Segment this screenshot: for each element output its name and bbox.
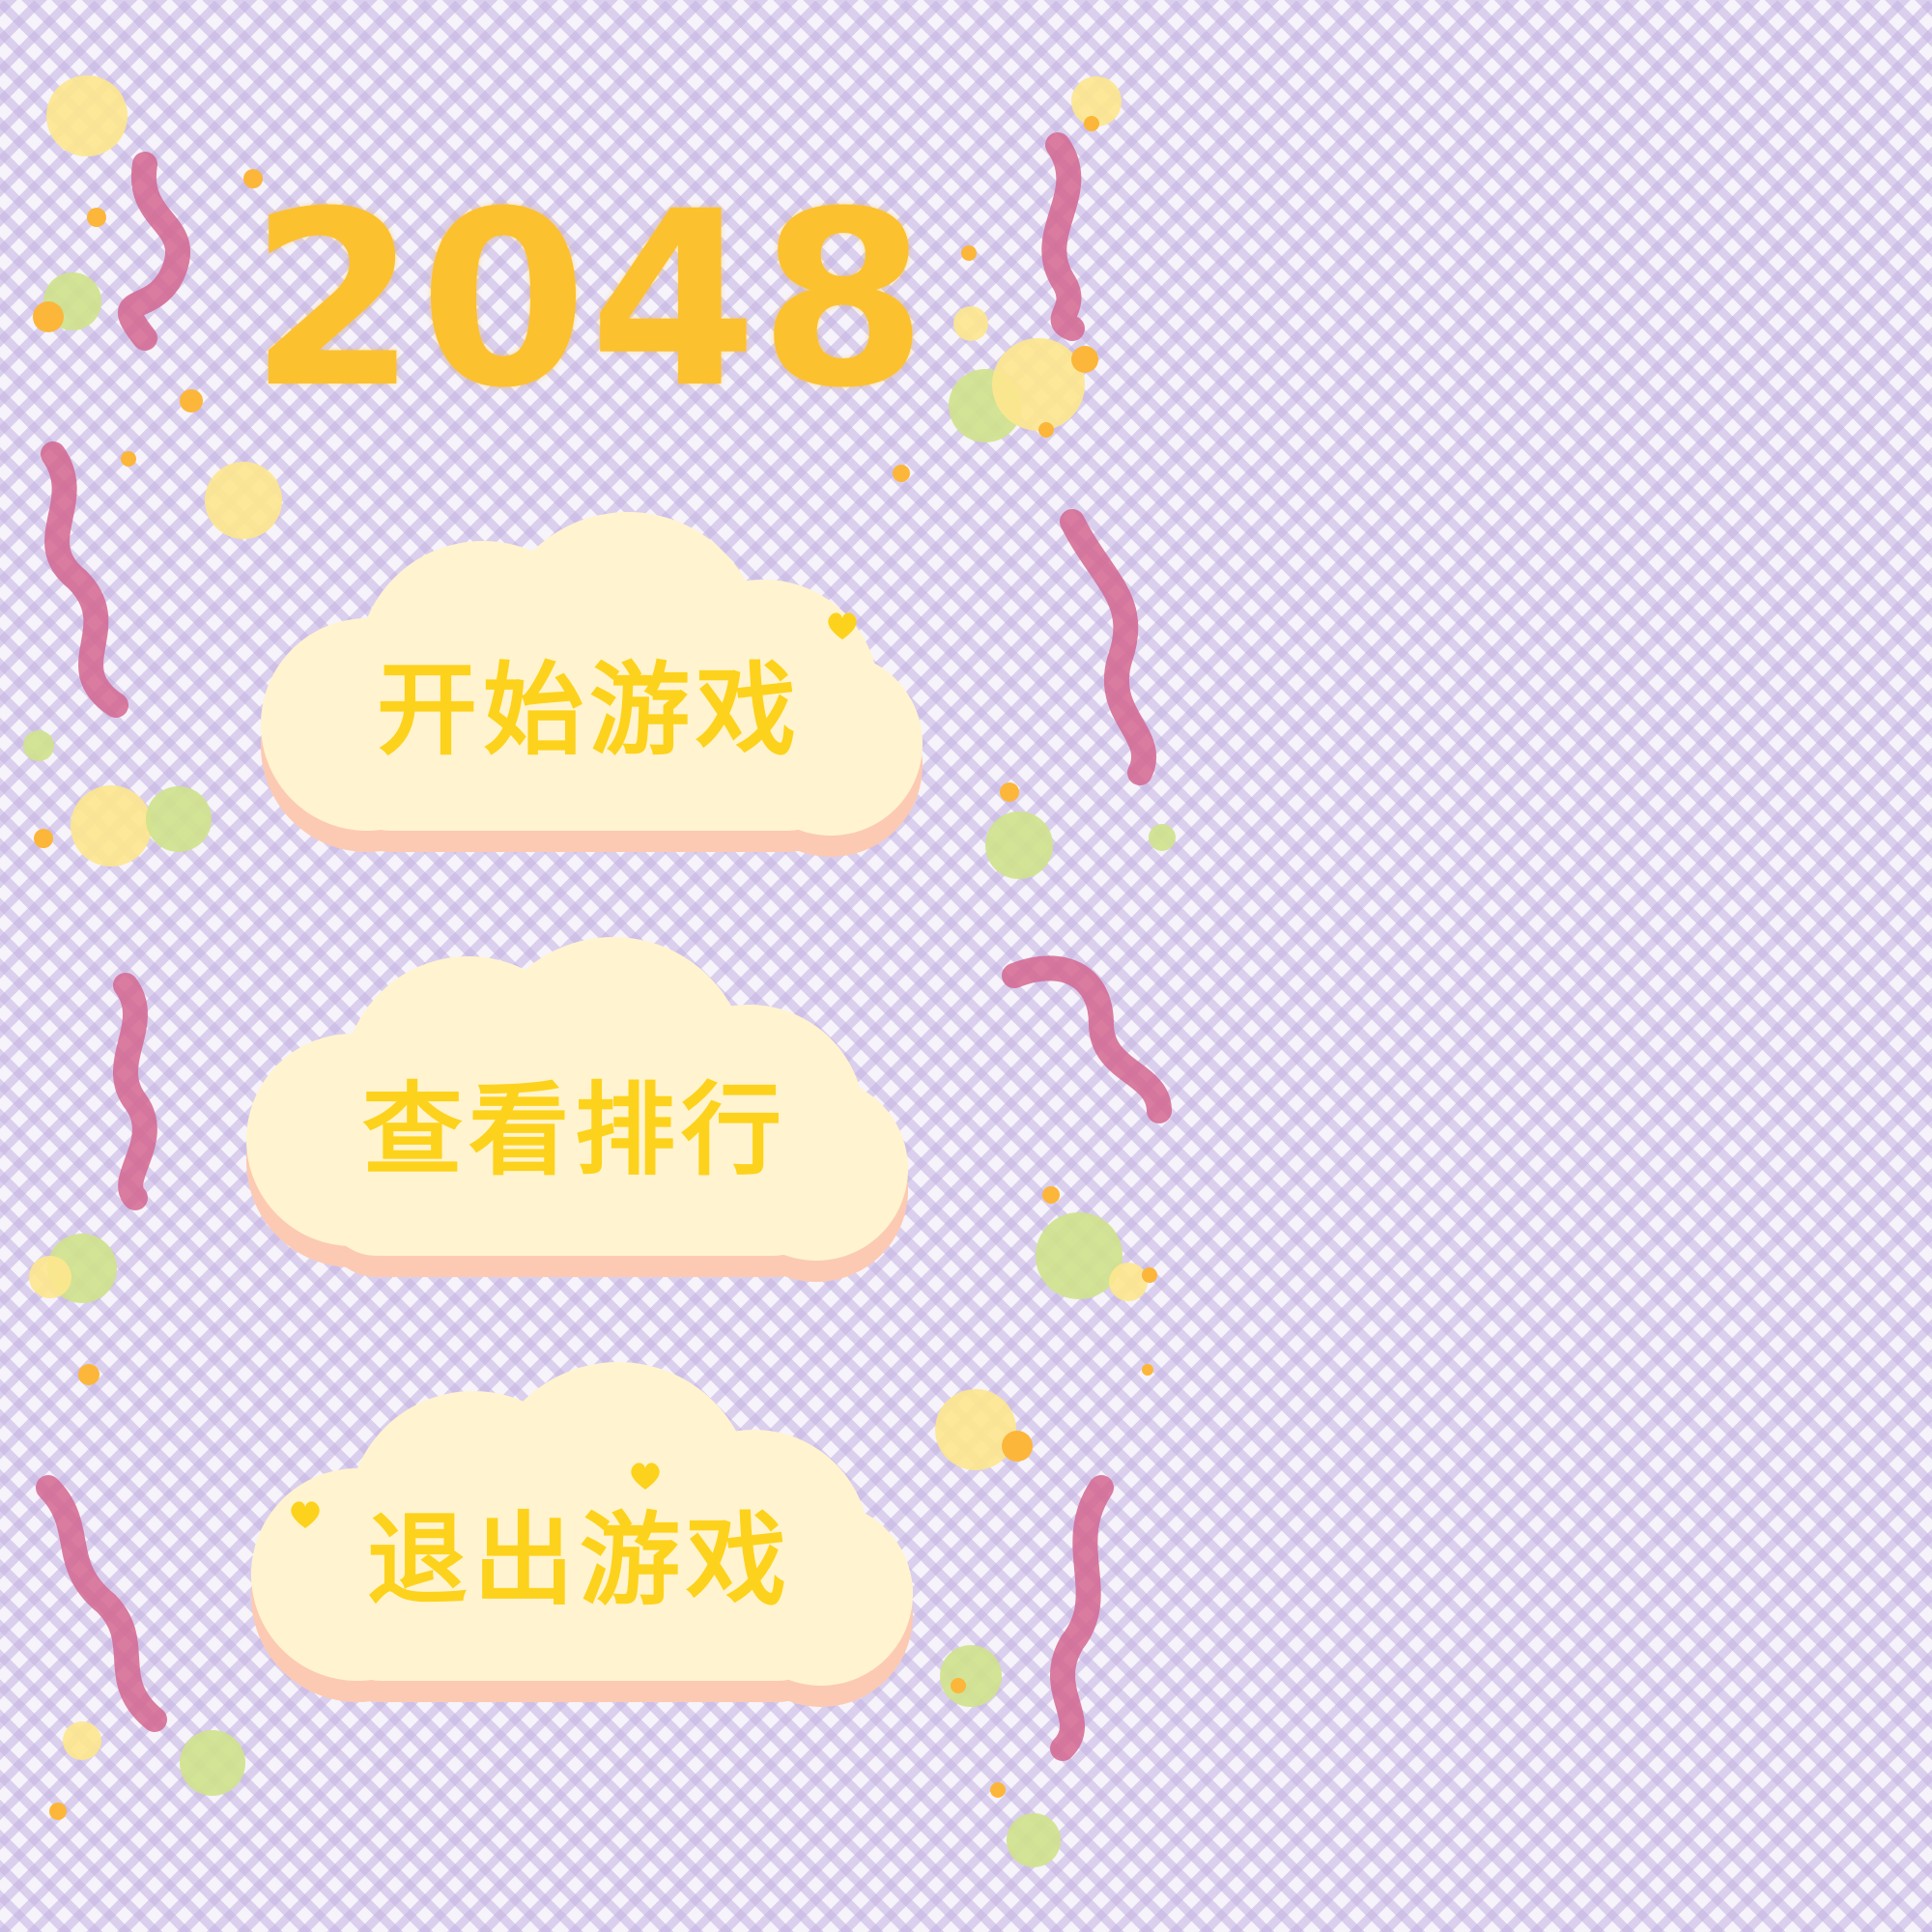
confetti-dot	[1071, 76, 1122, 127]
confetti-dot	[940, 1645, 1002, 1707]
confetti-dot	[1007, 1813, 1061, 1867]
quit-game-label: 退出游戏	[366, 1500, 792, 1619]
confetti-dot	[49, 1803, 67, 1820]
confetti-dot	[1109, 1263, 1148, 1301]
view-ranking-button[interactable]: 查看排行	[227, 927, 923, 1294]
confetti-dot	[1042, 1186, 1060, 1204]
confetti-dot	[1071, 346, 1098, 373]
heart-icon	[631, 1463, 660, 1490]
confetti-dot	[71, 785, 152, 867]
cloud-shape	[261, 512, 923, 857]
ribbon-squiggle	[1060, 509, 1157, 785]
confetti-dot	[953, 306, 988, 341]
confetti-dot	[63, 1721, 101, 1760]
confetti-dot	[1142, 1267, 1157, 1283]
cloud-shape	[251, 1362, 913, 1707]
confetti-dot	[87, 208, 106, 227]
confetti-dot	[205, 462, 282, 539]
confetti-dot	[180, 389, 203, 412]
confetti-dot	[23, 730, 54, 761]
confetti-dot	[1084, 116, 1099, 131]
confetti-dot	[121, 451, 136, 467]
ribbon-squiggle	[118, 152, 191, 351]
game-title: 2048	[249, 158, 929, 440]
confetti-dot	[1142, 1364, 1153, 1376]
confetti-dot	[951, 1678, 966, 1693]
confetti-dot	[990, 1782, 1006, 1798]
confetti-dot	[243, 169, 263, 188]
confetti-dot	[29, 1256, 71, 1298]
confetti-dot	[1002, 1431, 1033, 1462]
ribbon-squiggle	[41, 441, 128, 718]
confetti-dot	[180, 1730, 245, 1796]
confetti-dot	[961, 245, 977, 261]
confetti-dot	[992, 338, 1085, 431]
confetti-dot	[33, 301, 64, 332]
cloud-shape	[246, 937, 908, 1282]
confetti-dot	[893, 465, 910, 482]
confetti-dot	[46, 75, 128, 156]
heart-icon	[291, 1501, 320, 1528]
ribbon-squiggle	[113, 973, 157, 1210]
confetti-dot	[34, 829, 53, 848]
confetti-dot	[146, 786, 212, 852]
start-game-label: 开始游戏	[376, 650, 802, 769]
confetti-dot	[935, 1389, 1016, 1470]
confetti-dot	[1038, 422, 1054, 438]
heart-icon	[828, 612, 857, 639]
confetti-dot	[985, 811, 1053, 879]
confetti-dot	[78, 1364, 99, 1385]
ribbon-squiggle	[1002, 955, 1172, 1123]
confetti-dot	[1000, 782, 1019, 802]
ribbon-squiggle	[1050, 1475, 1114, 1761]
start-game-button[interactable]: 开始游戏	[242, 502, 937, 869]
ribbon-squiggle	[36, 1475, 167, 1732]
confetti-dot	[1036, 1212, 1122, 1299]
view-ranking-label: 查看排行	[361, 1070, 787, 1189]
ribbon-squiggle	[1041, 132, 1085, 341]
confetti-dot	[1149, 824, 1176, 851]
quit-game-button[interactable]: 退出游戏	[232, 1352, 927, 1719]
